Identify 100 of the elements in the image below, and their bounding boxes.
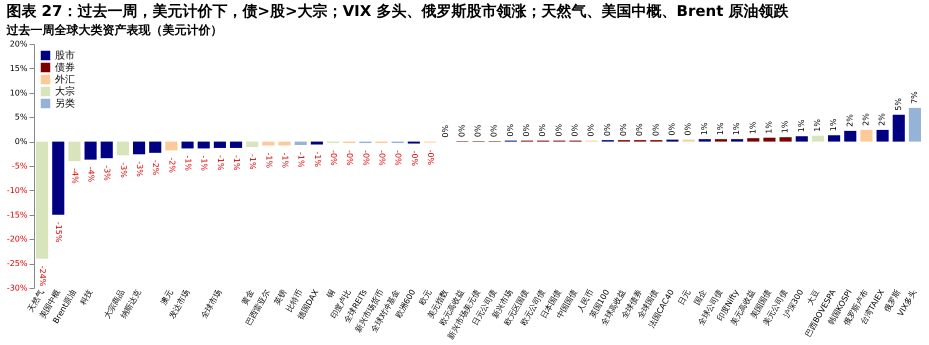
text: 0% xyxy=(457,124,466,138)
y-tick-label: 15% xyxy=(10,64,28,73)
text: 0% xyxy=(506,124,515,137)
text: 0% xyxy=(684,122,693,136)
legend-label: 股市 xyxy=(55,50,75,62)
bar xyxy=(133,142,146,154)
text: 1% xyxy=(829,118,838,132)
x-tick-label: 全球市场 xyxy=(200,288,224,320)
text: -0% xyxy=(378,150,387,166)
text: 0% xyxy=(667,122,676,136)
text: 1% xyxy=(732,122,742,136)
bar xyxy=(796,136,808,142)
bar xyxy=(780,137,792,142)
bar xyxy=(294,142,307,146)
bar xyxy=(860,130,872,142)
x-tick-label: 英镑 xyxy=(272,288,288,306)
text: -0% xyxy=(410,150,419,166)
text: 0% xyxy=(651,123,660,136)
text: -3% xyxy=(118,162,128,178)
bar xyxy=(731,139,744,142)
y-tick-label: -5% xyxy=(12,162,28,170)
text: 0% xyxy=(570,124,580,137)
legend-label: 另类 xyxy=(55,98,75,110)
text: -1% xyxy=(200,155,209,172)
text: -1% xyxy=(296,152,306,168)
text: 0% xyxy=(554,124,564,137)
text: 0% xyxy=(602,123,612,136)
bar xyxy=(876,130,889,142)
bar xyxy=(181,142,194,148)
bar xyxy=(52,142,64,215)
x-tick-label: 日元 xyxy=(676,288,692,306)
text: 2% xyxy=(878,113,887,126)
text: 5% xyxy=(894,98,903,111)
text: -3% xyxy=(102,165,112,181)
bar xyxy=(698,139,711,142)
text: 0% xyxy=(490,124,499,138)
text: -1% xyxy=(216,154,225,171)
text: -1% xyxy=(312,152,322,168)
text: -1% xyxy=(184,155,193,172)
bar xyxy=(310,142,323,145)
text: -1% xyxy=(264,152,274,168)
bar xyxy=(198,142,210,148)
text: -0% xyxy=(426,150,436,166)
bar xyxy=(763,138,776,142)
bar xyxy=(908,108,921,142)
y-tick-label: -15% xyxy=(6,210,28,220)
text: -3% xyxy=(135,161,144,177)
x-tick-label: 澳元 xyxy=(159,288,175,306)
y-tick-label: -30% xyxy=(6,284,28,292)
text: 0% xyxy=(586,124,596,137)
text: 1% xyxy=(764,120,774,134)
text: 0% xyxy=(474,124,482,138)
text: 0% xyxy=(522,124,531,137)
y-tick-label: 10% xyxy=(10,88,28,98)
bar xyxy=(278,142,291,146)
bar xyxy=(214,142,226,148)
x-tick-label: 铜 xyxy=(324,288,336,300)
x-tick-label: 科技 xyxy=(78,288,94,306)
text: -1% xyxy=(248,154,258,170)
legend-label: 大宗 xyxy=(55,86,75,98)
text: 1% xyxy=(796,120,806,132)
text: 0% xyxy=(538,124,548,137)
chart-subtitle: 过去一周全球大类资产表现（美元计价） xyxy=(5,23,222,37)
y-tick-label: -25% xyxy=(6,259,28,268)
bar xyxy=(844,130,856,142)
text: 0% xyxy=(635,123,644,136)
bar xyxy=(116,142,129,156)
legend-label: 债券 xyxy=(55,62,75,74)
text: -4% xyxy=(86,166,96,182)
text: -1% xyxy=(232,154,242,171)
text: -4% xyxy=(70,168,80,184)
text: -2% xyxy=(167,157,176,173)
text: -15% xyxy=(54,222,64,242)
bar xyxy=(246,142,258,147)
x-tick-label: 黄金 xyxy=(240,288,256,306)
bar xyxy=(812,136,824,142)
bar xyxy=(149,142,162,153)
text: 1% xyxy=(780,120,790,134)
bar xyxy=(262,142,274,146)
chart-title: 图表 27：过去一周，美元计价下，债>股>大宗；VIX 多头、俄罗斯股市领涨；天然气、美国中概、Brent 原油领跌 xyxy=(6,2,790,20)
bar xyxy=(84,142,97,160)
y-tick-label: 0% xyxy=(14,137,28,146)
bar xyxy=(747,138,760,142)
text: -0% xyxy=(361,150,370,166)
text: 1% xyxy=(700,122,709,136)
text: -0% xyxy=(394,150,403,166)
bar xyxy=(165,142,178,150)
bar xyxy=(68,142,80,162)
y-tick-label: 5% xyxy=(14,112,28,122)
text: 0% xyxy=(618,123,628,136)
text: 1% xyxy=(812,119,822,132)
bar xyxy=(828,135,840,142)
text: 2% xyxy=(845,114,854,127)
bar xyxy=(100,142,113,158)
text: 1% xyxy=(716,122,725,136)
text: -2% xyxy=(151,160,160,176)
text: 2% xyxy=(861,113,870,126)
x-tick-label: 欧元 xyxy=(418,288,434,306)
text: -0% xyxy=(329,150,338,166)
text: -24% xyxy=(38,266,48,286)
